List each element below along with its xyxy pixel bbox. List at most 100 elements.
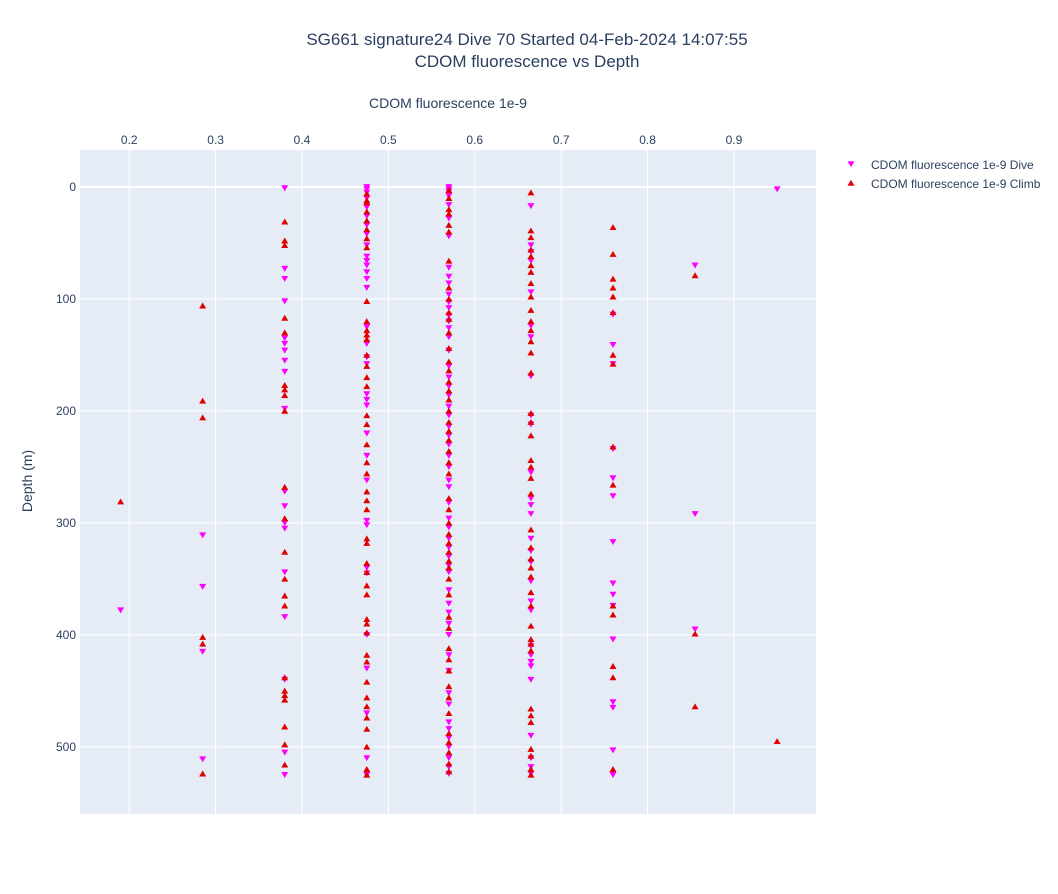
dive-point	[281, 335, 289, 342]
climb-point	[281, 483, 289, 490]
dive-point	[281, 185, 289, 192]
dive-point	[363, 755, 371, 762]
climb-point	[609, 674, 617, 681]
climb-point	[527, 318, 535, 325]
dive-point	[445, 392, 453, 399]
dive-point	[445, 499, 453, 506]
climb-point	[445, 730, 453, 737]
climb-point	[445, 739, 453, 746]
climb-point	[363, 616, 371, 622]
dive-point	[281, 488, 289, 495]
climb-point	[527, 602, 535, 609]
climb-point	[281, 237, 289, 244]
climb-point	[445, 210, 453, 217]
dive-point	[609, 591, 617, 598]
climb-point	[445, 749, 453, 756]
dive-point	[445, 524, 453, 531]
climb-point	[609, 309, 617, 316]
dive-point	[445, 600, 453, 607]
climb-point	[609, 766, 617, 773]
climb-point	[527, 705, 535, 712]
dive-point	[527, 732, 535, 739]
x-tick-label: 0.7	[553, 133, 570, 147]
dive-point	[445, 515, 453, 522]
dive-point	[445, 544, 453, 551]
y-tick-label: 400	[56, 628, 76, 642]
dive-point	[527, 334, 535, 341]
climb-point	[281, 314, 289, 321]
dive-point	[363, 275, 371, 282]
climb-point	[363, 235, 371, 242]
dive-point	[527, 598, 535, 605]
climb-point	[445, 407, 453, 414]
dive-point	[691, 262, 699, 269]
dive-point	[609, 342, 617, 348]
dive-point	[527, 258, 535, 265]
climb-point	[363, 725, 371, 732]
climb-point	[281, 674, 289, 681]
dive-point	[281, 525, 289, 532]
dive-point	[363, 402, 371, 409]
climb-point	[199, 770, 207, 777]
dive-point	[445, 609, 453, 616]
climb-point	[445, 564, 453, 571]
legend-item-climb[interactable]: CDOM fluorescence 1e-9 Climb	[847, 177, 1041, 191]
climb-point	[445, 613, 453, 620]
legend-item-dive[interactable]: CDOM fluorescence 1e-9 Dive	[847, 158, 1035, 172]
climb-point	[445, 358, 453, 365]
x-tick-label: 0.2	[121, 133, 138, 147]
dive-point	[609, 636, 617, 643]
dive-point	[445, 325, 453, 332]
dive-point	[609, 772, 617, 778]
chart-title: SG661 signature24 Dive 70 Started 04-Feb…	[306, 30, 747, 49]
climb-point	[527, 622, 535, 629]
climb-point	[691, 272, 699, 279]
climb-point	[527, 589, 535, 596]
dive-point	[609, 539, 617, 546]
x-axis-ticks: 0.2 0.3 0.4 0.5 0.6 0.7 0.8 0.9	[121, 133, 743, 147]
dive-point	[445, 273, 453, 280]
climb-point	[199, 414, 207, 421]
dive-point	[527, 535, 535, 542]
dive-point	[445, 690, 453, 697]
dive-point	[363, 391, 371, 398]
dive-point	[363, 253, 371, 260]
dive-point	[445, 726, 453, 733]
climb-point	[363, 714, 371, 721]
climb-point	[281, 761, 289, 768]
climb-point	[445, 378, 453, 385]
climb-point	[609, 275, 617, 282]
climb-point	[363, 318, 371, 325]
climb-point	[445, 187, 453, 194]
climb-point	[363, 217, 371, 224]
climb-point	[445, 539, 453, 546]
climb-point	[609, 224, 617, 231]
climb-point	[363, 620, 371, 627]
climb-point	[363, 582, 371, 589]
climb-point	[281, 687, 289, 694]
dive-point	[281, 749, 289, 756]
climb-point	[527, 564, 535, 571]
dive-point	[363, 396, 371, 403]
y-tick-label: 500	[56, 740, 76, 754]
climb-point	[363, 506, 371, 513]
dive-point	[609, 580, 617, 587]
dive-point	[363, 213, 371, 220]
climb-point	[609, 611, 617, 618]
climb-point	[445, 645, 453, 652]
climb-point	[363, 658, 371, 665]
legend-marker-dive	[847, 161, 855, 168]
dive-point	[363, 284, 371, 291]
climb-point	[445, 206, 453, 213]
climb-point	[445, 284, 453, 291]
climb-point	[445, 418, 453, 425]
dive-point	[445, 484, 453, 491]
climb-point	[445, 436, 453, 443]
climb-point	[445, 768, 453, 775]
climb-point	[363, 560, 371, 566]
climb-point	[527, 253, 535, 260]
climb-point	[363, 412, 371, 419]
dive-point	[445, 280, 453, 287]
climb-point	[363, 351, 371, 358]
legend[interactable]: CDOM fluorescence 1e-9 Dive CDOM fluores…	[847, 158, 1041, 191]
